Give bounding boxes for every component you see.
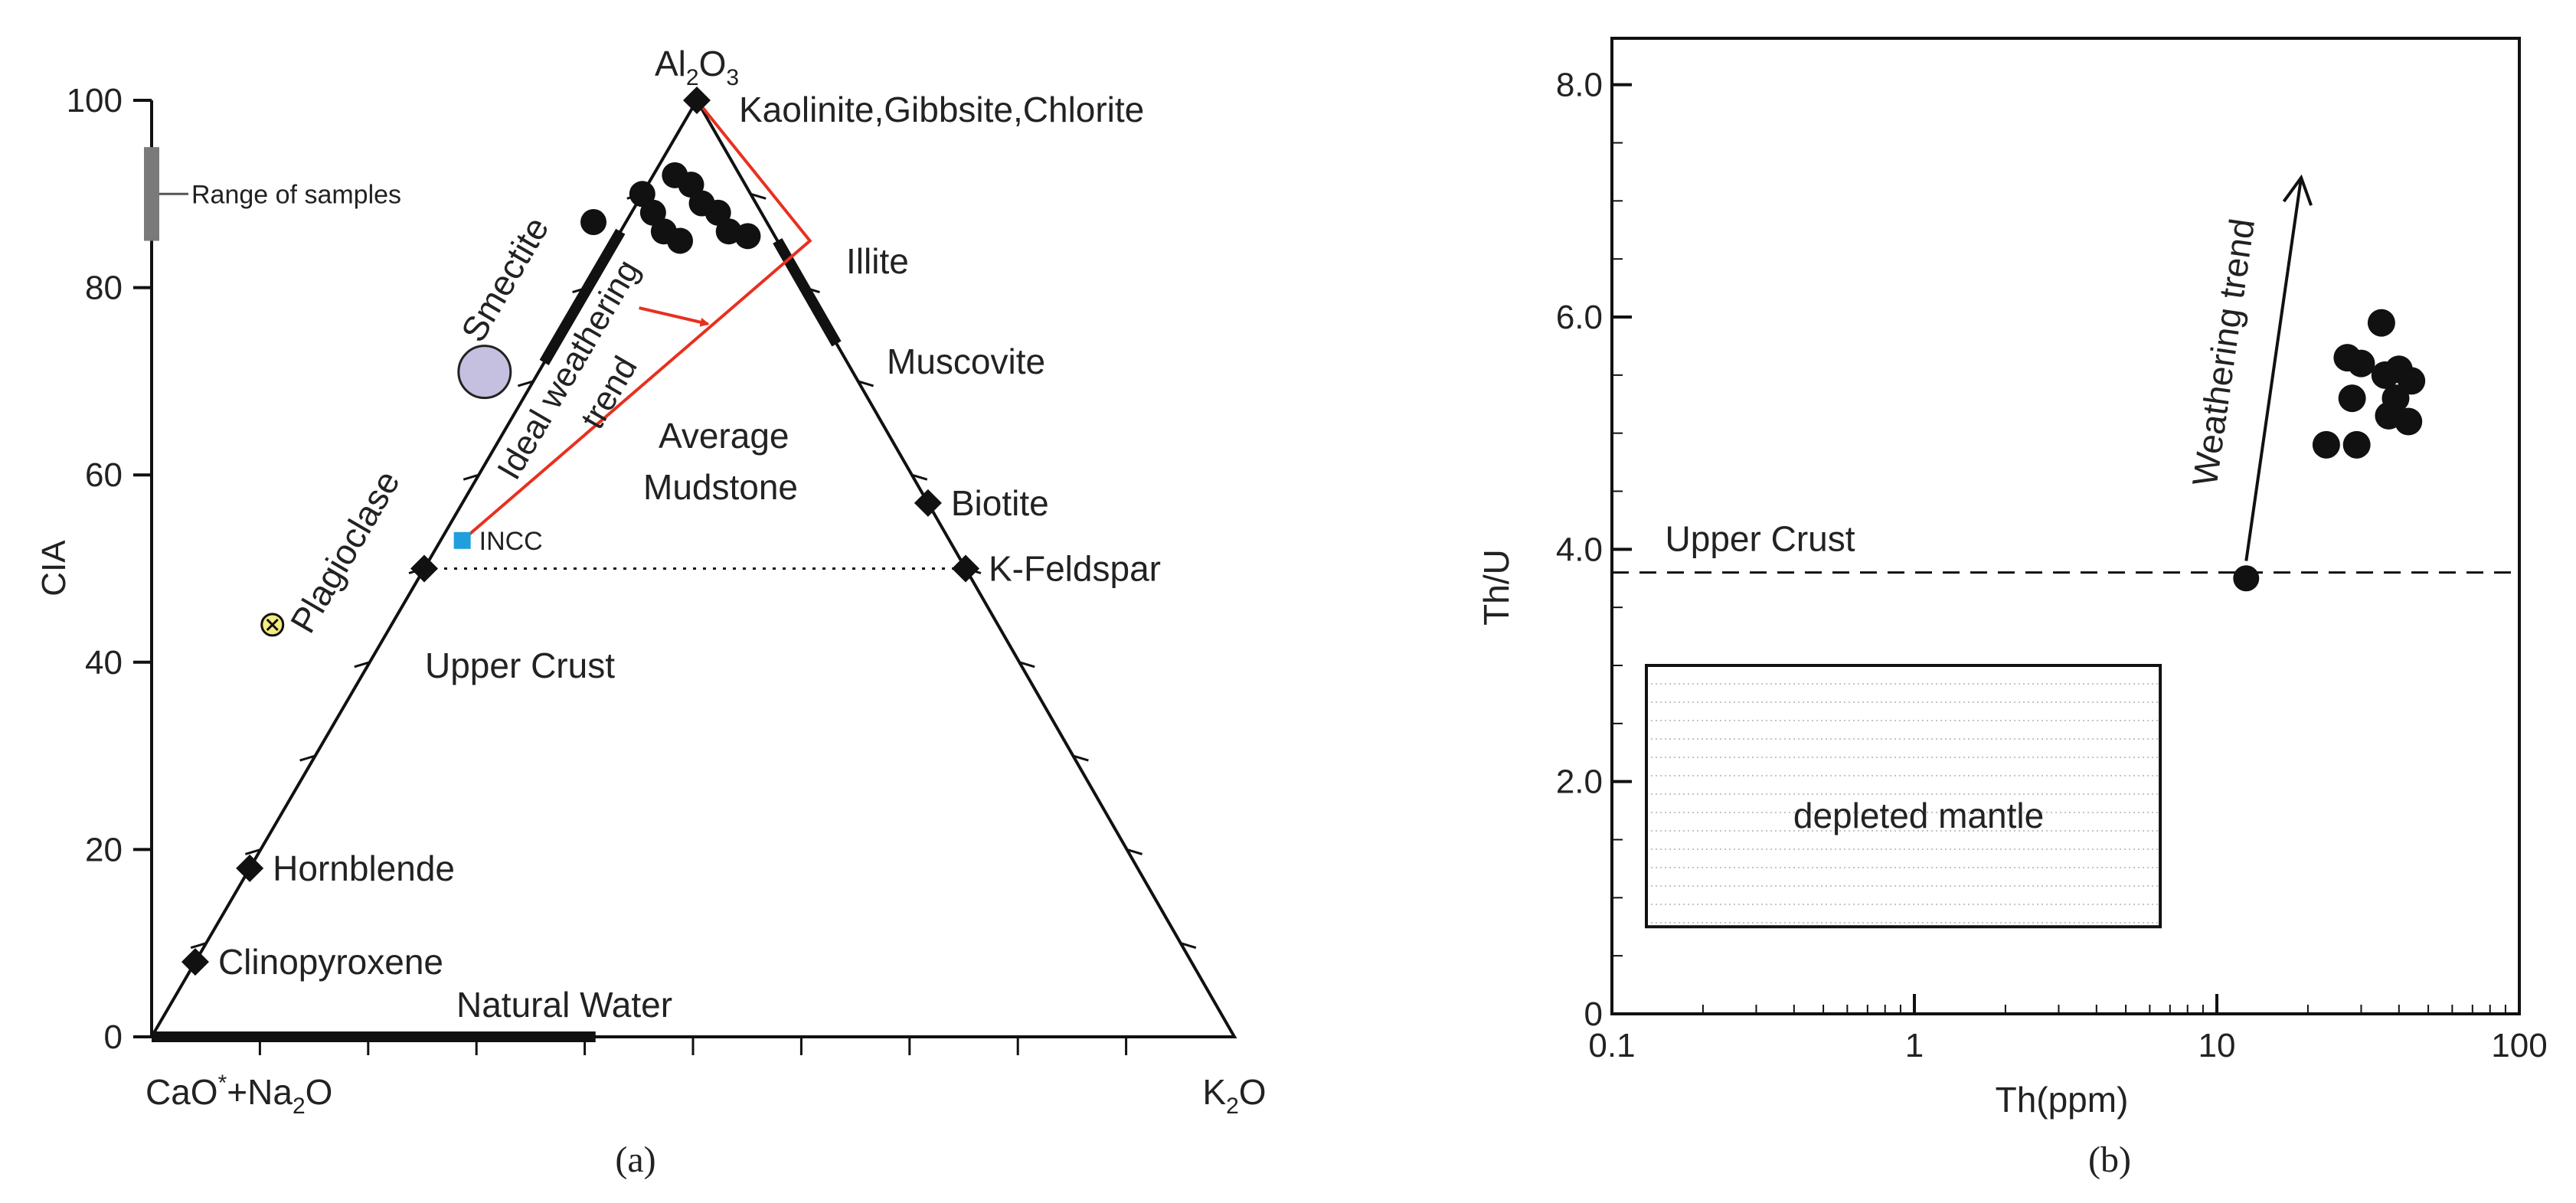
arrow-head — [2282, 174, 2313, 206]
ternary-diagram-panel-a: 0 20 40 60 80 100 CIA Kaolinite,Gibbsite,Chlo… — [35, 44, 1267, 1180]
legend-label: Range of samples — [191, 180, 401, 209]
mineral-point — [952, 554, 979, 583]
upper-crust-label: Upper Crust — [425, 646, 615, 685]
panel-b-caption: (b) — [2088, 1139, 2131, 1180]
sample-point — [2398, 367, 2426, 395]
upper-crust-label: Upper Crust — [1666, 519, 1855, 559]
x-tick-label: 1 — [1905, 1027, 1924, 1064]
left-edge-tick — [190, 942, 207, 950]
cia-axis-label: CIA — [35, 540, 73, 597]
x-tick-label: 100 — [2491, 1027, 2547, 1064]
cia-tick-label: 20 — [85, 831, 123, 868]
left-edge-tick — [354, 661, 371, 669]
weathering-trend — [461, 99, 812, 542]
illite-label: Illite — [846, 241, 909, 281]
left-edge-tick — [517, 380, 534, 387]
left-edge-tick — [244, 848, 261, 855]
weathering-trend-arrow — [2244, 174, 2313, 561]
incc-point — [453, 531, 471, 549]
depleted-mantle-box-outline — [1645, 664, 2162, 929]
left-edge-tick — [299, 754, 316, 762]
mineral-points: Kaolinite,Gibbsite,Chlorite Biotite K-Feld… — [181, 87, 1161, 982]
mineral-label: Clinopyroxene — [218, 942, 443, 982]
average-mudstone-point — [457, 345, 512, 400]
mineral-point — [236, 854, 264, 882]
sample-point — [734, 223, 761, 250]
x-axis-label: Th(ppm) — [1996, 1080, 2129, 1120]
cia-axis-ticks: 0 20 40 60 80 100 — [67, 82, 152, 1056]
natural-water-label: Natural Water — [456, 985, 672, 1025]
x-tick-label: 10 — [2198, 1027, 2236, 1064]
cia-tick-label: 100 — [67, 82, 123, 119]
sample-point — [2367, 309, 2395, 337]
cia-tick-label: 60 — [85, 456, 123, 494]
legend: Range of samples — [144, 147, 401, 241]
incc-label: INCC — [479, 527, 543, 556]
panel-a-caption: (a) — [615, 1139, 655, 1180]
sample-point — [2371, 361, 2399, 389]
y-tick-label: 8.0 — [1556, 67, 1603, 104]
left-edge-tick — [463, 473, 479, 481]
mineral-point — [181, 948, 209, 976]
right-edge-tick — [1180, 942, 1197, 950]
arrow-shaft — [2244, 177, 2303, 561]
tick-marks — [190, 192, 1197, 1055]
right-edge-tick — [1072, 754, 1089, 762]
sample-point — [2342, 430, 2371, 459]
muscovite-label: Muscovite — [887, 342, 1045, 381]
smectite-label: Smectite — [453, 210, 557, 348]
sample-point — [2312, 430, 2340, 459]
sample-point — [2395, 407, 2423, 436]
reference-points — [260, 345, 512, 637]
upper-crust-point-cross — [266, 618, 279, 631]
sample-points — [580, 162, 761, 254]
vertex-label-k2o: K2O — [1202, 1072, 1266, 1119]
sample-point — [667, 227, 694, 254]
sample-point — [2338, 384, 2366, 413]
weathering-trend-line — [461, 99, 812, 542]
y-tick-label: 2.0 — [1556, 763, 1603, 801]
right-edge-tick — [1126, 848, 1143, 855]
scatter-plot-panel-b: 0.1 1 10 100 0 2.0 4.0 6.0 8.0 Th(ppm) Th/U dep… — [1476, 37, 2548, 1180]
mineral-point — [683, 87, 711, 114]
x-tick-label: 0.1 — [1588, 1027, 1635, 1064]
mineral-point — [914, 489, 942, 517]
depleted-mantle-box — [1645, 664, 2162, 929]
mineral-label: Kaolinite,Gibbsite,Chlorite — [739, 90, 1144, 129]
weathering-trend-pointer — [639, 306, 710, 327]
weathering-trend-label: Weathering trend — [2185, 216, 2262, 489]
sample-point — [580, 208, 607, 235]
cia-tick-label: 40 — [85, 644, 123, 682]
range-bar — [539, 228, 626, 365]
average-mudstone-label-line2: Mudstone — [643, 467, 798, 507]
plot-frame — [1610, 37, 2521, 1015]
cia-tick-label: 0 — [104, 1018, 123, 1056]
mineral-label: Hornblende — [273, 848, 455, 888]
vertex-label-al2o3: Al2O3 — [655, 44, 739, 90]
vertex-label-cao-na2o: CaO*+Na2O — [145, 1071, 332, 1119]
sample-points — [2312, 309, 2426, 459]
right-edge-tick — [858, 380, 874, 387]
y-tick-label: 0 — [1584, 995, 1603, 1033]
range-bar — [773, 237, 842, 347]
right-edge-tick — [911, 473, 928, 481]
x-axis-ticks: 0.1 1 10 100 — [1588, 994, 2548, 1064]
plagioclase-label: Plagioclase — [283, 464, 407, 639]
mineral-label: K-Feldspar — [989, 549, 1161, 589]
mineral-point — [410, 554, 438, 583]
average-mudstone-label: Average — [659, 416, 789, 456]
mineral-range-bars — [152, 228, 842, 1042]
right-edge-tick — [1018, 661, 1035, 669]
upper-crust-point — [2233, 565, 2260, 592]
y-axis-ticks: 0 2.0 4.0 6.0 8.0 — [1556, 67, 1632, 1033]
cia-tick-label: 80 — [85, 270, 123, 307]
y-tick-label: 4.0 — [1556, 531, 1603, 568]
sample-point — [2347, 349, 2375, 378]
mineral-label: Biotite — [951, 483, 1049, 523]
right-edge-tick — [750, 192, 767, 200]
y-axis-label: Th/U — [1476, 549, 1516, 626]
y-tick-label: 6.0 — [1556, 299, 1603, 336]
depleted-mantle-label: depleted mantle — [1793, 796, 2044, 835]
